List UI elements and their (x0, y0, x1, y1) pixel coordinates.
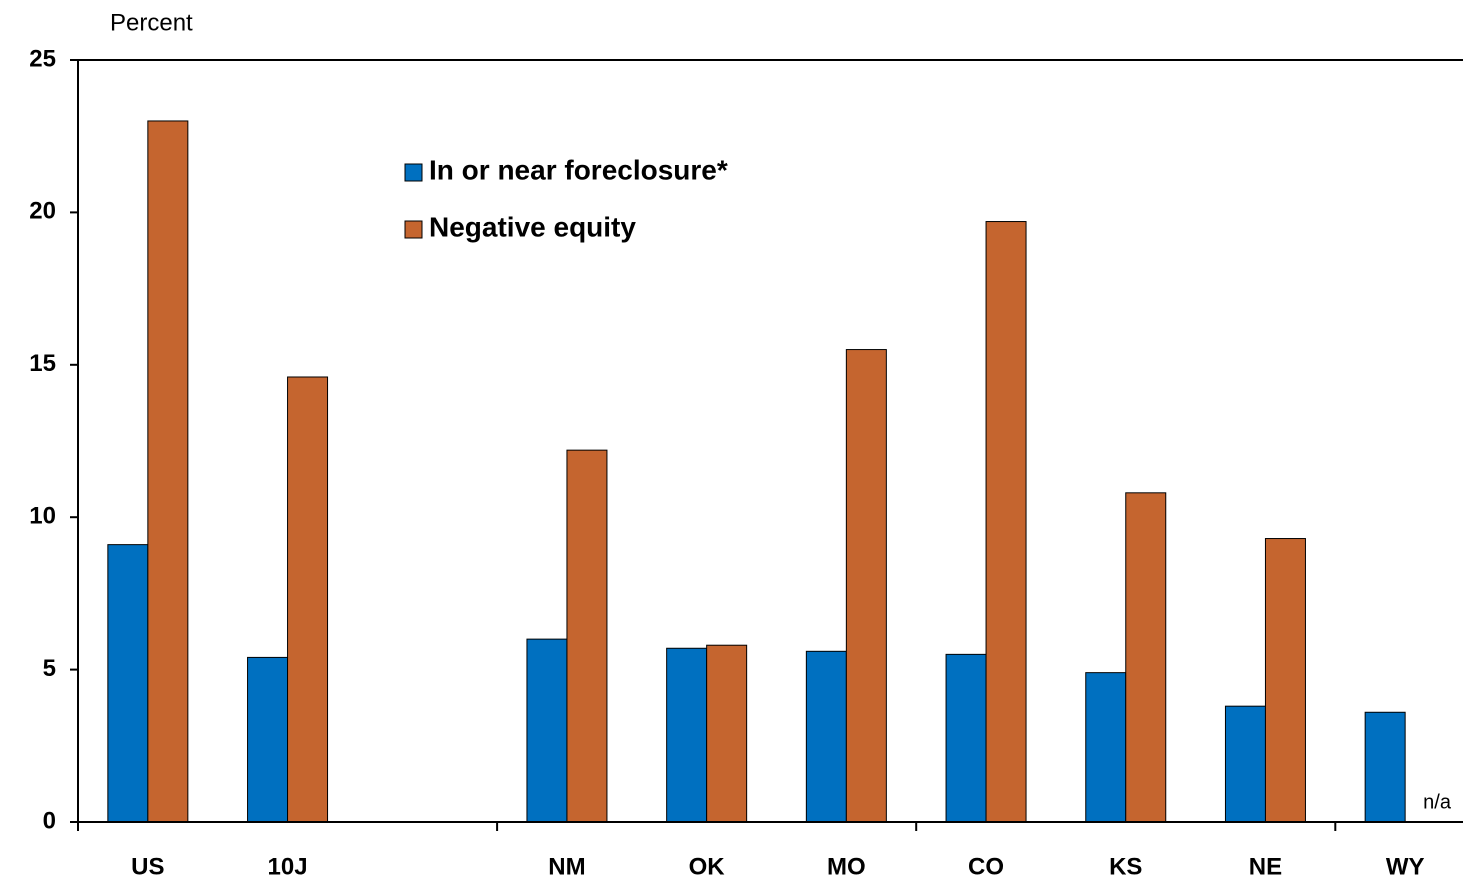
bar (985, 221, 1027, 823)
bar (1224, 705, 1266, 823)
bar (845, 349, 887, 823)
bar (666, 647, 708, 823)
y-tick-label: 0 (43, 807, 56, 834)
x-tick-label: MO (827, 853, 866, 880)
bar (566, 449, 608, 823)
legend-swatch (404, 220, 423, 239)
x-tick-label: KS (1109, 853, 1142, 880)
y-axis-label: Percent (110, 9, 193, 36)
bar (1364, 711, 1406, 823)
x-tick-label: NE (1249, 853, 1282, 880)
bar (945, 653, 987, 823)
x-tick-label: US (131, 853, 164, 880)
x-tick-label: NM (548, 853, 585, 880)
y-tick-label: 20 (29, 198, 56, 225)
bar (1085, 672, 1127, 823)
bar (147, 120, 189, 823)
bar (1125, 492, 1167, 823)
x-tick-label: WY (1386, 853, 1425, 880)
bar (107, 544, 149, 823)
bar (287, 376, 329, 823)
legend-label: In or near foreclosure* (429, 154, 728, 185)
bar (706, 644, 748, 823)
x-tick-label: CO (968, 853, 1004, 880)
bar (247, 656, 289, 823)
legend-swatch (404, 163, 423, 182)
legend-label: Negative equity (429, 211, 636, 242)
y-tick-label: 25 (29, 45, 56, 72)
bar (526, 638, 568, 823)
x-tick-label: OK (689, 853, 726, 880)
bar (1264, 538, 1306, 823)
y-tick-label: 5 (43, 655, 56, 682)
annotation: n/a (1423, 791, 1452, 813)
y-tick-label: 10 (29, 503, 56, 530)
y-tick-label: 15 (29, 350, 56, 377)
x-tick-label: 10J (268, 853, 308, 880)
bar (805, 650, 847, 823)
